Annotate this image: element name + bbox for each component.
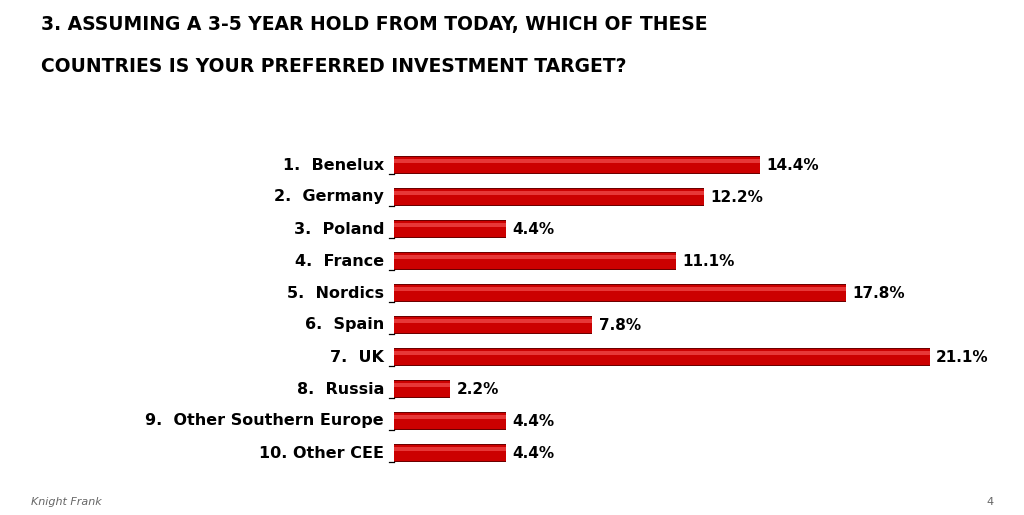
Text: 10. Other CEE: 10. Other CEE [259, 445, 384, 460]
Text: 9.  Other Southern Europe: 9. Other Southern Europe [145, 414, 384, 428]
Text: 14.4%: 14.4% [766, 158, 818, 173]
Bar [394, 255, 676, 259]
Bar [394, 158, 760, 173]
Bar [394, 447, 506, 451]
Text: COUNTRIES IS YOUR PREFERRED INVESTMENT TARGET?: COUNTRIES IS YOUR PREFERRED INVESTMENT T… [41, 57, 627, 76]
Bar [394, 159, 760, 163]
Text: 4.4%: 4.4% [512, 221, 554, 236]
Text: 17.8%: 17.8% [852, 285, 905, 300]
Bar [394, 252, 676, 270]
Bar [394, 188, 703, 207]
Bar [394, 221, 506, 236]
Text: 5.  Nordics: 5. Nordics [287, 285, 384, 300]
Text: 2.2%: 2.2% [457, 382, 499, 397]
Bar [394, 383, 451, 387]
Bar [394, 349, 930, 365]
Bar [394, 444, 506, 462]
Bar [394, 411, 506, 430]
Bar [394, 284, 846, 302]
Bar [394, 351, 930, 355]
Bar [394, 415, 506, 419]
Bar [394, 156, 760, 174]
Text: 4.4%: 4.4% [512, 414, 554, 428]
Bar [394, 445, 506, 460]
Text: 3.  Poland: 3. Poland [294, 221, 384, 236]
Bar [394, 253, 676, 269]
Text: 11.1%: 11.1% [682, 253, 734, 268]
Bar [394, 220, 506, 238]
Bar [394, 382, 451, 397]
Bar [394, 223, 506, 227]
Bar [394, 287, 846, 290]
Text: 1.  Benelux: 1. Benelux [283, 158, 384, 173]
Bar [394, 191, 703, 195]
Bar [394, 319, 592, 322]
Text: 7.  UK: 7. UK [330, 350, 384, 365]
Bar [394, 285, 846, 301]
Text: Knight Frank: Knight Frank [31, 497, 101, 507]
Text: 3. ASSUMING A 3-5 YEAR HOLD FROM TODAY, WHICH OF THESE: 3. ASSUMING A 3-5 YEAR HOLD FROM TODAY, … [41, 15, 708, 35]
Bar [394, 348, 930, 366]
Text: 4: 4 [986, 497, 993, 507]
Bar [394, 414, 506, 428]
Bar [394, 317, 592, 333]
Text: 4.  France: 4. France [295, 253, 384, 268]
Text: 8.  Russia: 8. Russia [297, 382, 384, 397]
Bar [394, 316, 592, 334]
Bar [394, 380, 451, 398]
Text: 12.2%: 12.2% [711, 190, 763, 204]
Bar [394, 190, 703, 204]
Text: 4.4%: 4.4% [512, 445, 554, 460]
Text: 2.  Germany: 2. Germany [274, 190, 384, 204]
Text: 6.  Spain: 6. Spain [305, 318, 384, 333]
Text: 7.8%: 7.8% [598, 318, 641, 333]
Text: 21.1%: 21.1% [936, 350, 989, 365]
